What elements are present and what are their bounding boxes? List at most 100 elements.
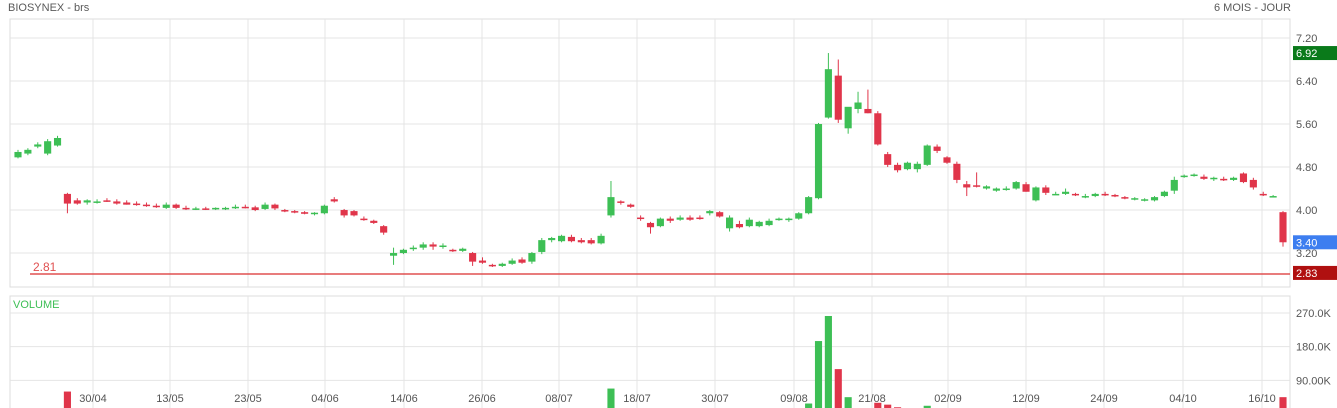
candle-body: [1170, 179, 1178, 191]
x-tick-label: 12/09: [1012, 393, 1040, 405]
price-tick-label: 6.40: [1296, 76, 1317, 88]
candle-body: [765, 220, 773, 226]
candle-body: [330, 199, 338, 202]
candle-body: [340, 210, 348, 216]
x-tick-label: 30/07: [701, 393, 729, 405]
candle-body: [1032, 187, 1040, 201]
candle-body: [281, 210, 289, 212]
candle-body: [656, 218, 664, 227]
candle-body: [429, 244, 437, 247]
candle-body: [1111, 194, 1119, 197]
volume-bar: [63, 391, 71, 408]
candle-body: [795, 213, 803, 219]
candle-body: [261, 204, 269, 209]
price-tick-label: 4.80: [1296, 162, 1317, 174]
volume-bar: [1279, 397, 1287, 408]
candle-body: [973, 185, 981, 187]
candle-body: [449, 249, 457, 252]
candle-body: [251, 207, 259, 211]
candle-body: [360, 218, 368, 221]
x-tick-label: 14/06: [390, 393, 418, 405]
x-tick-label: 23/05: [234, 393, 262, 405]
candle-body: [469, 253, 477, 262]
volume-tick-label: 270.0K: [1296, 308, 1332, 320]
candle-body: [785, 218, 793, 221]
candle-body: [1249, 179, 1257, 188]
candle-body: [963, 184, 971, 188]
candle-body: [745, 219, 753, 227]
candle-body: [488, 264, 496, 267]
candle-body: [271, 204, 279, 209]
candle-body: [113, 201, 121, 204]
candle-body: [617, 201, 625, 203]
candle-body: [1012, 182, 1020, 189]
x-tick-label: 08/07: [545, 393, 573, 405]
volume-bar: [834, 369, 842, 408]
chart-title: BIOSYNEX - brs: [8, 2, 90, 14]
candle-body: [221, 207, 230, 210]
x-tick-label: 24/09: [1090, 393, 1118, 405]
candle-body: [182, 207, 190, 210]
candle-body: [992, 188, 1000, 191]
candle-body: [528, 253, 536, 262]
candle-body: [854, 102, 862, 109]
candle-body: [34, 144, 42, 147]
candle-body: [587, 240, 595, 244]
candle-body: [399, 249, 407, 254]
candle-body: [1210, 177, 1218, 180]
candle-body: [676, 217, 684, 220]
price-badge: [1293, 46, 1337, 61]
x-tick-label: 02/09: [934, 393, 962, 405]
candle-body: [142, 204, 151, 207]
candle-body: [646, 222, 655, 228]
candle-body: [706, 211, 714, 214]
candle-body: [291, 211, 299, 213]
period-label: 6 MOIS - JOUR: [1213, 2, 1291, 14]
candle-body: [370, 220, 378, 223]
candle-body: [93, 201, 101, 203]
price-badge-label: 2.83: [1296, 268, 1317, 280]
candle-body: [1230, 177, 1238, 180]
candle-body: [567, 236, 575, 242]
candle-body: [696, 217, 704, 220]
candle-body: [874, 113, 882, 145]
x-tick-label: 30/04: [79, 393, 107, 405]
candle-body: [1052, 193, 1060, 196]
candle-body: [1002, 188, 1010, 191]
candle-body: [1022, 184, 1030, 192]
candle-body: [24, 149, 32, 154]
price-badge: [1293, 235, 1337, 250]
candle-body: [814, 124, 823, 199]
candle-body: [824, 69, 832, 118]
candle-body: [607, 197, 615, 216]
price-badge-label: 6.92: [1296, 48, 1317, 60]
candle-body: [1239, 173, 1248, 183]
candle-body: [834, 75, 842, 120]
candle-body: [478, 260, 487, 263]
candle-body: [637, 217, 645, 220]
candle-body: [1160, 191, 1168, 197]
candle-body: [982, 186, 991, 189]
x-tick-label: 04/10: [1169, 393, 1197, 405]
candle-body: [409, 247, 417, 250]
candle-body: [1279, 212, 1287, 243]
volume-bar: [805, 403, 813, 408]
candle-body: [350, 211, 358, 216]
volume-bar: [814, 341, 823, 408]
candle-body: [1101, 193, 1109, 196]
volume-bar: [824, 315, 832, 408]
candle-body: [301, 212, 309, 214]
x-tick-label: 09/08: [780, 393, 808, 405]
volume-bar: [874, 402, 882, 408]
candle-body: [123, 202, 131, 205]
candle-body: [1269, 196, 1277, 198]
candle-body: [577, 240, 585, 243]
candle-body: [172, 204, 180, 208]
candle-body: [805, 197, 813, 214]
candle-body: [192, 208, 200, 210]
candle-body: [1091, 193, 1099, 197]
candle-body: [202, 208, 210, 210]
price-badge: [1293, 265, 1337, 280]
candle-body: [63, 193, 71, 204]
